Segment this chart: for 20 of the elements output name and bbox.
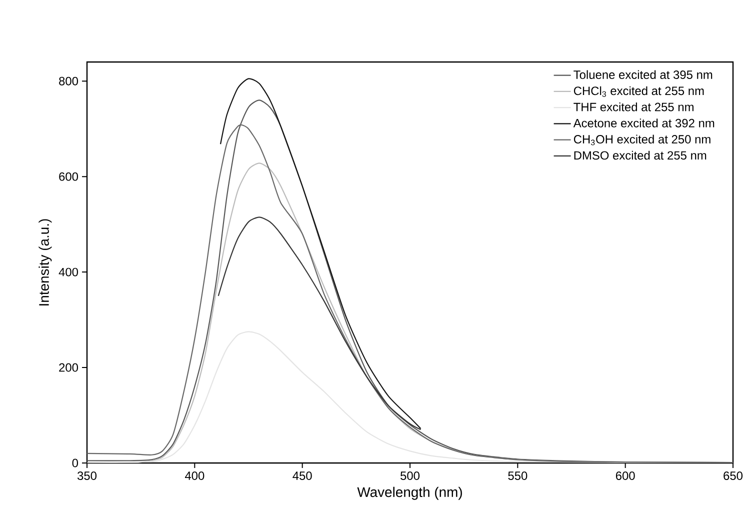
legend-label: Toluene excited at 395 nm bbox=[574, 70, 712, 79]
x-tick-label: 500 bbox=[400, 472, 420, 480]
x-axis-title: Wavelength (nm) bbox=[357, 486, 462, 500]
y-tick-label: 800 bbox=[59, 76, 78, 86]
legend-label: CHCl$_{3}$ excited at 255 nm bbox=[574, 86, 704, 97]
legend-label: THF excited at 255 nm bbox=[574, 102, 694, 112]
x-tick-label: 350 bbox=[77, 472, 97, 480]
legend-label: DMSO excited at 255 nm bbox=[574, 150, 706, 160]
x-tick-label: 550 bbox=[508, 472, 528, 480]
y-tick-label: 600 bbox=[59, 172, 78, 181]
legend-label: CH$_{3}$OH excited at 250 nm bbox=[574, 134, 710, 146]
x-tick-label: 600 bbox=[616, 472, 635, 480]
y-tick-label: 0 bbox=[72, 458, 78, 468]
y-axis-title: Intensity (a.u.) bbox=[38, 219, 52, 306]
x-tick-label: 650 bbox=[724, 472, 743, 480]
y-tick-label: 400 bbox=[58, 268, 78, 276]
x-tick-label: 450 bbox=[292, 472, 312, 480]
x-tick-label: 400 bbox=[184, 472, 204, 480]
y-tick-label: 200 bbox=[59, 363, 78, 372]
legend-label: Acetone excited at 392 nm bbox=[573, 118, 714, 128]
